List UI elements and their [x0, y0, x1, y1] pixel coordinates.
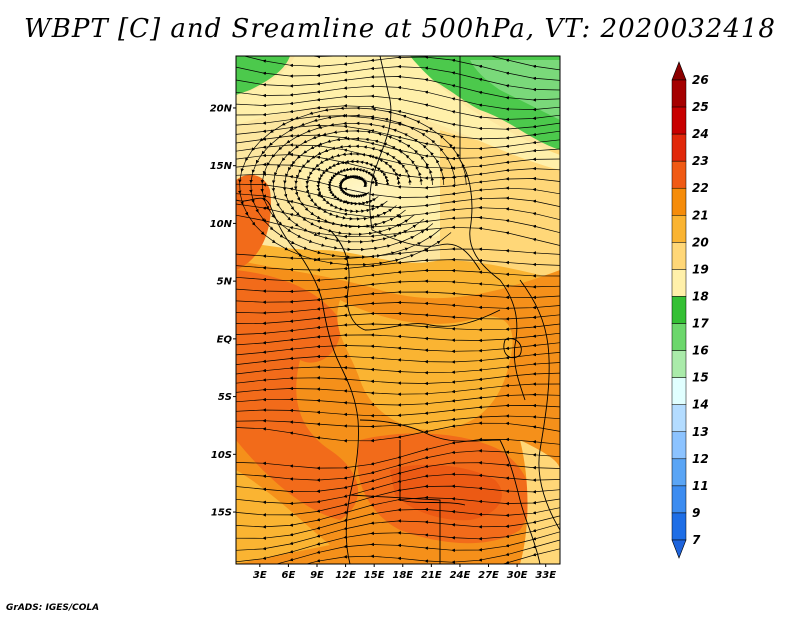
colorbar-swatch: [671, 377, 687, 405]
colorbar-label: 14: [692, 398, 709, 412]
latitude-axis: 20N 15N 10N 5N EQ 5S 10S 15S: [210, 103, 236, 519]
colorbar-swatch: [671, 512, 687, 541]
streamline: [237, 106, 468, 267]
colorbar-swatch: [671, 296, 687, 324]
coast-east: [519, 279, 560, 531]
colorbar-swatch: [671, 485, 687, 514]
lon-label-6e: 6E: [282, 570, 296, 581]
colorbar-label: 7: [692, 533, 701, 547]
lat-label-10s: 10S: [211, 450, 232, 461]
lat-label-10n: 10N: [210, 219, 233, 230]
colorbar-label: 12: [692, 452, 709, 466]
colorbar-swatch: [671, 323, 687, 351]
streamline: [236, 311, 560, 326]
colorbar-swatch: [671, 431, 687, 460]
colorbar-label: 24: [692, 127, 709, 141]
lon-label-33e: 33E: [535, 570, 556, 581]
colorbar-label: 16: [692, 344, 709, 358]
colorbar-label: 18: [692, 289, 709, 303]
colorbar-swatch: [671, 269, 687, 297]
lon-label-27e: 27E: [478, 570, 499, 581]
colorbar-swatch: [671, 79, 687, 108]
colorbar-label: 19: [692, 262, 709, 276]
lat-label-15s: 15S: [211, 508, 232, 519]
streamline: [236, 342, 560, 356]
colorbar-swatch: [671, 404, 687, 433]
lon-label-24e: 24E: [450, 570, 471, 581]
colorbar-label: 11: [692, 479, 709, 493]
colorbar-lower-arrow: [671, 539, 687, 559]
colorbar-swatch: [671, 133, 687, 162]
streamline: [236, 332, 560, 346]
colorbar-label: 23: [692, 154, 709, 168]
streamline: [236, 352, 560, 365]
streamline: [236, 322, 560, 335]
colorbar-label: 13: [692, 425, 709, 439]
streamline: [236, 421, 560, 443]
wbpt-shading: [236, 56, 560, 564]
grads-credit: GrADS: IGES/COLA: [6, 603, 100, 613]
colorbar-label: 17: [692, 317, 709, 331]
colorbar-label: 15: [692, 371, 709, 385]
lat-label-5n: 5N: [217, 277, 233, 288]
map-frame: [235, 55, 561, 565]
colorbar-swatch: [671, 350, 687, 378]
lat-label-15n: 15N: [210, 161, 233, 172]
lon-label-9e: 9E: [310, 570, 324, 581]
colorbar: 26 25 24 23 22 21 20 19 18 17 16 15 14 13 12 11 9 7: [671, 61, 709, 559]
colorbar-swatch: [671, 215, 687, 243]
colorbar-swatch: [671, 458, 687, 487]
colorbar-label: 26: [692, 73, 709, 87]
colorbar-label: 21: [692, 208, 709, 222]
lat-label-eq: EQ: [217, 334, 233, 345]
colorbar-label: 20: [692, 235, 709, 249]
colorbar-swatch: [671, 160, 687, 189]
colorbar-swatch: [671, 106, 687, 135]
longitude-axis: 3E 6E 9E 12E 15E 18E 21E 24E 27E 30E 33E: [253, 564, 556, 581]
lon-label-21e: 21E: [421, 570, 442, 581]
colorbar-swatch: [671, 242, 687, 270]
lon-label-30e: 30E: [507, 570, 528, 581]
colorbar-label: 25: [692, 100, 709, 114]
map-title: WBPT [C] and Sreamline at 500hPa, VT: 20…: [24, 14, 776, 44]
lon-label-3e: 3E: [253, 570, 267, 581]
colorbar-label: 22: [692, 181, 709, 195]
colorbar-upper-arrow: [671, 61, 687, 81]
lon-label-18e: 18E: [392, 570, 413, 581]
streamline: [262, 548, 560, 564]
lon-label-12e: 12E: [335, 570, 356, 581]
lat-label-5s: 5S: [218, 392, 232, 403]
colorbar-label: 9: [692, 506, 700, 520]
lon-label-15e: 15E: [364, 570, 385, 581]
streamlines: [236, 56, 560, 564]
colorbar-swatch: [671, 187, 687, 216]
streamline: [236, 362, 560, 375]
lat-label-20n: 20N: [210, 103, 233, 114]
